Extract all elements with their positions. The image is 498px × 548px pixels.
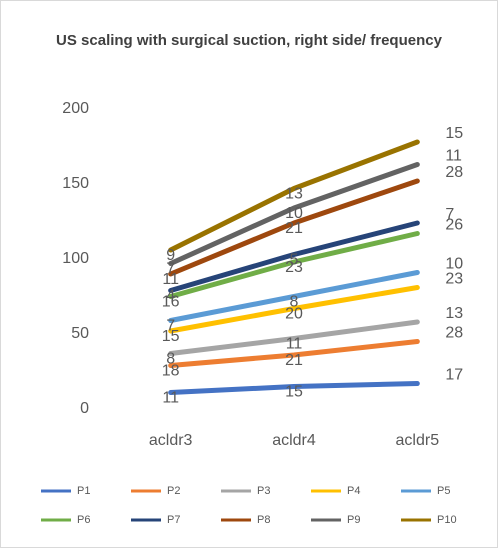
- data-label: 28: [445, 164, 463, 181]
- data-label: 23: [285, 259, 303, 276]
- data-label: 15: [162, 328, 180, 345]
- data-label: 9: [166, 247, 175, 264]
- data-label: 7: [166, 261, 175, 278]
- data-label: 28: [445, 325, 463, 342]
- series-line: [168, 319, 420, 356]
- data-label: 11: [162, 271, 179, 288]
- legend-label: P3: [257, 485, 270, 497]
- legend-label: P9: [347, 514, 360, 526]
- data-label: 11: [286, 336, 303, 353]
- legend-label: P8: [257, 514, 270, 526]
- data-label: 10: [445, 256, 463, 273]
- series-line: [168, 139, 420, 253]
- data-label: 13: [285, 186, 303, 203]
- series-line: [168, 162, 420, 266]
- data-label: 18: [162, 363, 180, 380]
- series-line: [168, 178, 420, 277]
- x-tick-label: acldr3: [149, 432, 193, 449]
- data-label: 11: [162, 390, 179, 407]
- series-line: [168, 231, 420, 299]
- legend-label: P6: [77, 514, 90, 526]
- data-label: 7: [166, 318, 175, 335]
- series-line: [168, 285, 420, 334]
- data-label: 13: [445, 305, 463, 322]
- y-tick-label: 100: [62, 250, 89, 267]
- data-label: 16: [162, 294, 180, 311]
- y-tick-label: 0: [80, 400, 89, 417]
- series-line: [168, 381, 420, 395]
- series-line: [168, 270, 420, 323]
- legend-label: P2: [167, 485, 180, 497]
- legend-label: P10: [437, 514, 457, 526]
- series-line: [168, 220, 420, 293]
- data-label: 5: [290, 252, 299, 269]
- legend-label: P5: [437, 485, 450, 497]
- chart-title: US scaling with surgical suction, right …: [56, 32, 442, 49]
- data-label: 4: [166, 288, 175, 305]
- x-tick-label: acldr5: [396, 432, 440, 449]
- data-label: 23: [445, 271, 463, 288]
- data-label: 21: [285, 352, 303, 369]
- y-tick-label: 200: [62, 100, 89, 117]
- data-label: 26: [445, 217, 463, 234]
- y-tick-label: 150: [62, 175, 89, 192]
- legend-label: P1: [77, 485, 90, 497]
- data-label: 8: [166, 351, 175, 368]
- series-line: [168, 339, 420, 368]
- data-label: 10: [285, 205, 303, 222]
- data-label: 11: [445, 148, 462, 165]
- data-label: 8: [290, 294, 299, 311]
- data-label: 15: [285, 384, 303, 401]
- x-tick-label: acldr4: [272, 432, 316, 449]
- data-label: 15: [445, 125, 463, 142]
- y-tick-label: 50: [71, 325, 89, 342]
- data-label: 20: [285, 306, 303, 323]
- data-label: 21: [285, 220, 303, 237]
- legend-label: P7: [167, 514, 180, 526]
- data-label: 17: [445, 367, 463, 384]
- legend-label: P4: [347, 485, 360, 497]
- data-label: 7: [445, 206, 454, 223]
